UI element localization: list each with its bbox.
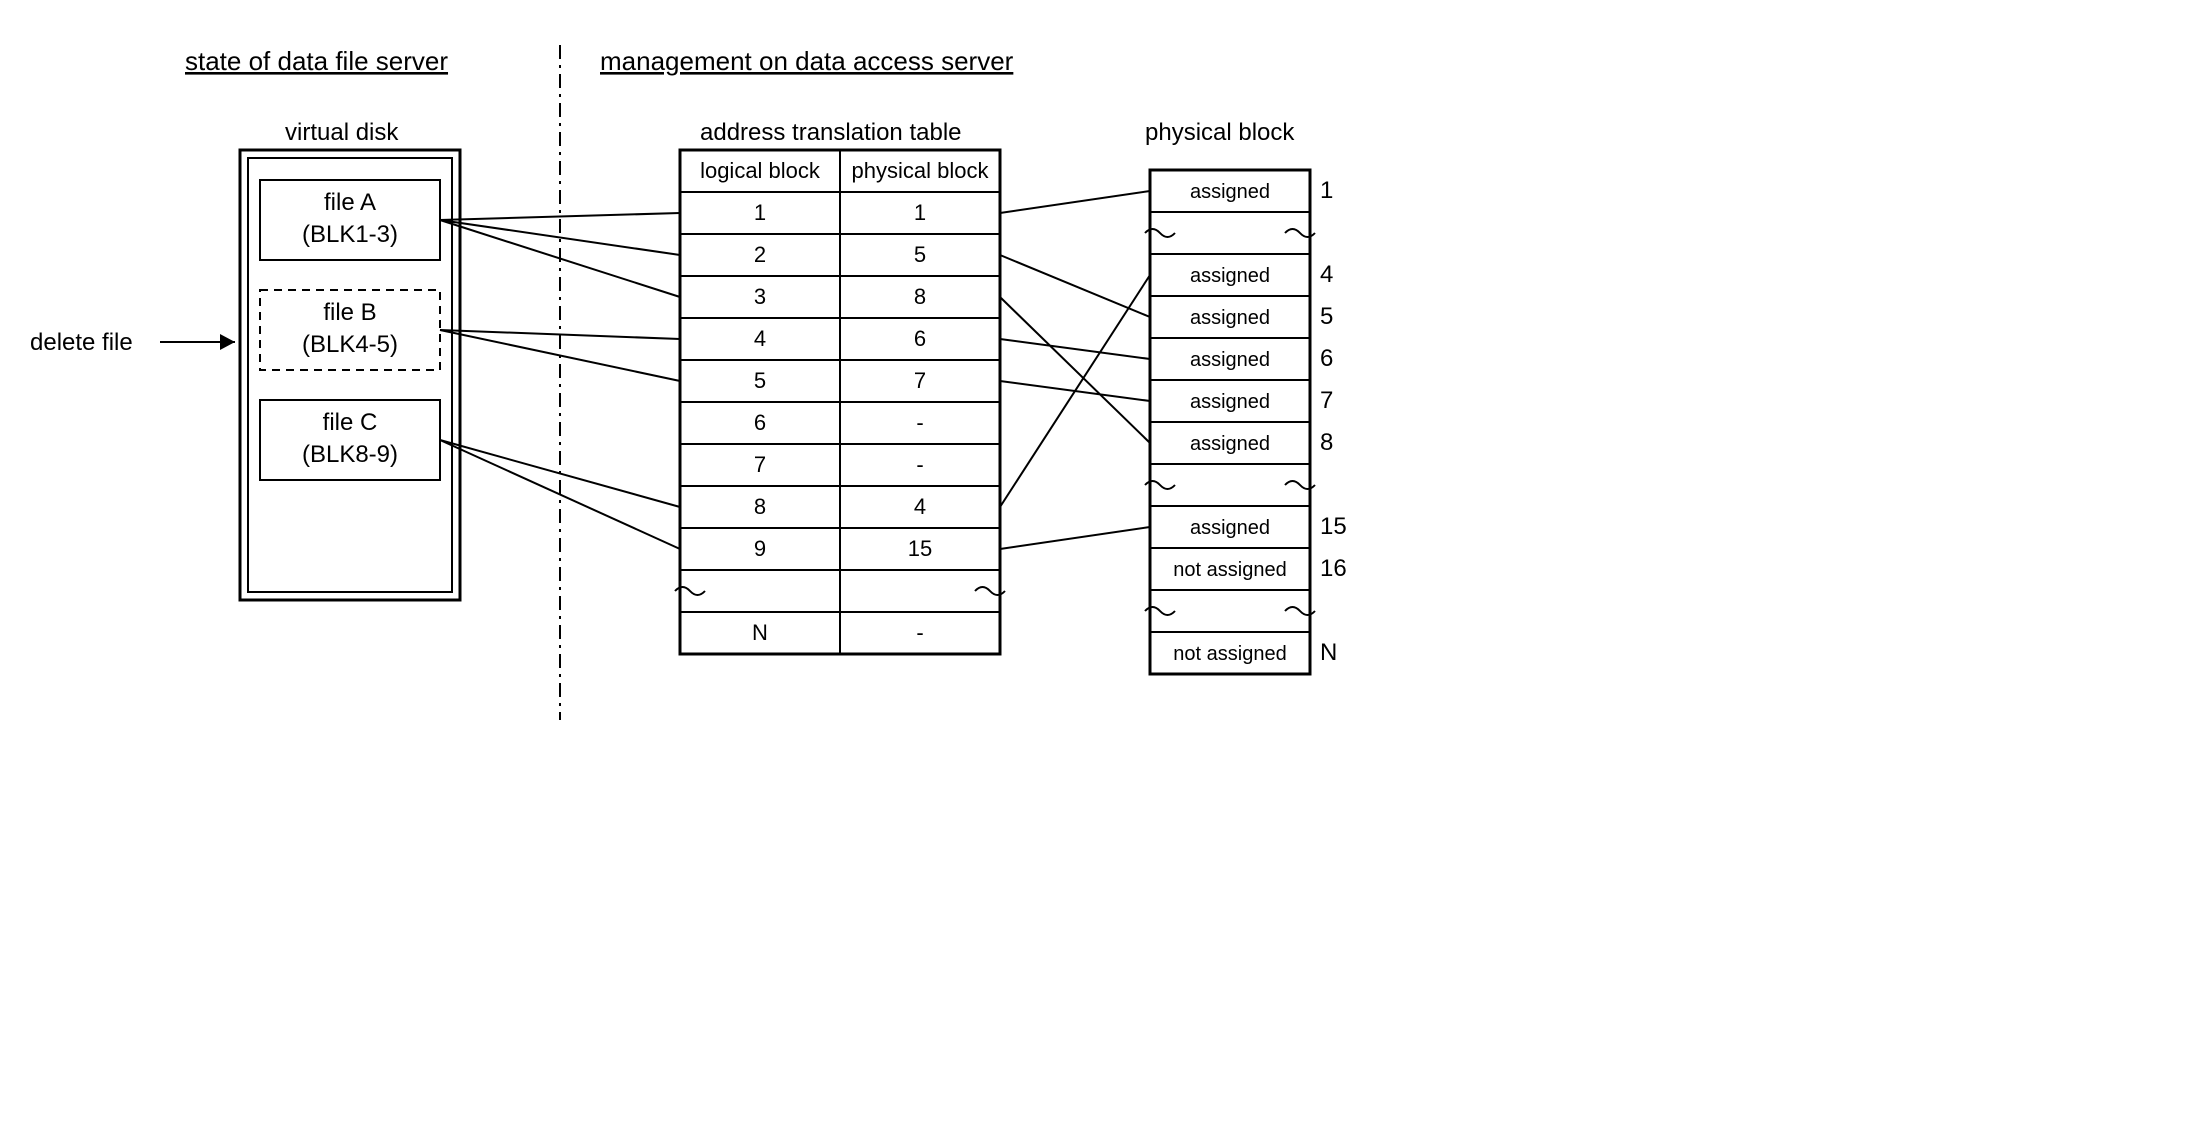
diagram-svg: state of data file server management on d…: [20, 20, 1540, 800]
table-cell-logical: 3: [754, 284, 766, 309]
table-cell-logical: 2: [754, 242, 766, 267]
virtual-disk-title: virtual disk: [285, 119, 399, 146]
table-cell-physical: -: [916, 620, 923, 645]
virtual-disk-outer: [240, 150, 460, 600]
pblock-number: 7: [1320, 387, 1333, 414]
connector-line: [1000, 527, 1150, 549]
pblock-status: assigned: [1190, 391, 1270, 413]
file-blocks: (BLK4-5): [302, 331, 398, 358]
arrow-icon: [220, 334, 235, 350]
table-cell-physical: 4: [914, 494, 926, 519]
pblock-status: assigned: [1190, 307, 1270, 329]
table-cell-physical: 5: [914, 242, 926, 267]
pblock-status: not assigned: [1173, 559, 1286, 581]
heading-left: state of data file server: [185, 46, 448, 76]
pblock-status: not assigned: [1173, 643, 1286, 665]
table-cell-logical: 1: [754, 200, 766, 225]
table-cell-logical: 4: [754, 326, 766, 351]
pblock-status: assigned: [1190, 265, 1270, 287]
pblock-number: 15: [1320, 513, 1347, 540]
connector-line: [1000, 275, 1150, 507]
pblock-number: 16: [1320, 555, 1347, 582]
pblock-number: 5: [1320, 303, 1333, 330]
pblock-status: assigned: [1190, 517, 1270, 539]
pblock-status: assigned: [1190, 433, 1270, 455]
table-cell-logical: N: [752, 620, 768, 645]
table-cell-physical: 15: [908, 536, 932, 561]
physical-block-title: physical block: [1145, 119, 1295, 146]
pblock-number: N: [1320, 639, 1337, 666]
table-cell-logical: 9: [754, 536, 766, 561]
connector-line: [440, 213, 680, 220]
file-name: file C: [323, 409, 378, 436]
table-header-logical: logical block: [700, 158, 821, 183]
pblock-number: 1: [1320, 177, 1333, 204]
heading-right: management on data access server: [600, 46, 1014, 76]
connector-line: [440, 440, 680, 507]
connector-line: [1000, 255, 1150, 317]
pblock-status: assigned: [1190, 349, 1270, 371]
table-cell-physical: -: [916, 452, 923, 477]
table-cell-physical: 1: [914, 200, 926, 225]
table-cell-logical: 6: [754, 410, 766, 435]
pblock-number: 6: [1320, 345, 1333, 372]
table-cell-physical: 7: [914, 368, 926, 393]
pblock-number: 8: [1320, 429, 1333, 456]
table-cell-physical: 6: [914, 326, 926, 351]
delete-file-label: delete file: [30, 329, 133, 356]
connector-line: [1000, 191, 1150, 213]
file-name: file A: [324, 189, 376, 216]
pblock-number: 4: [1320, 261, 1333, 288]
file-blocks: (BLK8-9): [302, 441, 398, 468]
translation-table-title: address translation table: [700, 119, 962, 146]
connector-line: [1000, 297, 1150, 443]
table-cell-logical: 5: [754, 368, 766, 393]
table-header-physical: physical block: [852, 158, 990, 183]
file-name: file B: [323, 299, 376, 326]
table-cell-physical: -: [916, 410, 923, 435]
table-cell-logical: 7: [754, 452, 766, 477]
pblock-status: assigned: [1190, 181, 1270, 203]
table-cell-physical: 8: [914, 284, 926, 309]
file-blocks: (BLK1-3): [302, 221, 398, 248]
connector-line: [1000, 339, 1150, 359]
table-cell-logical: 8: [754, 494, 766, 519]
